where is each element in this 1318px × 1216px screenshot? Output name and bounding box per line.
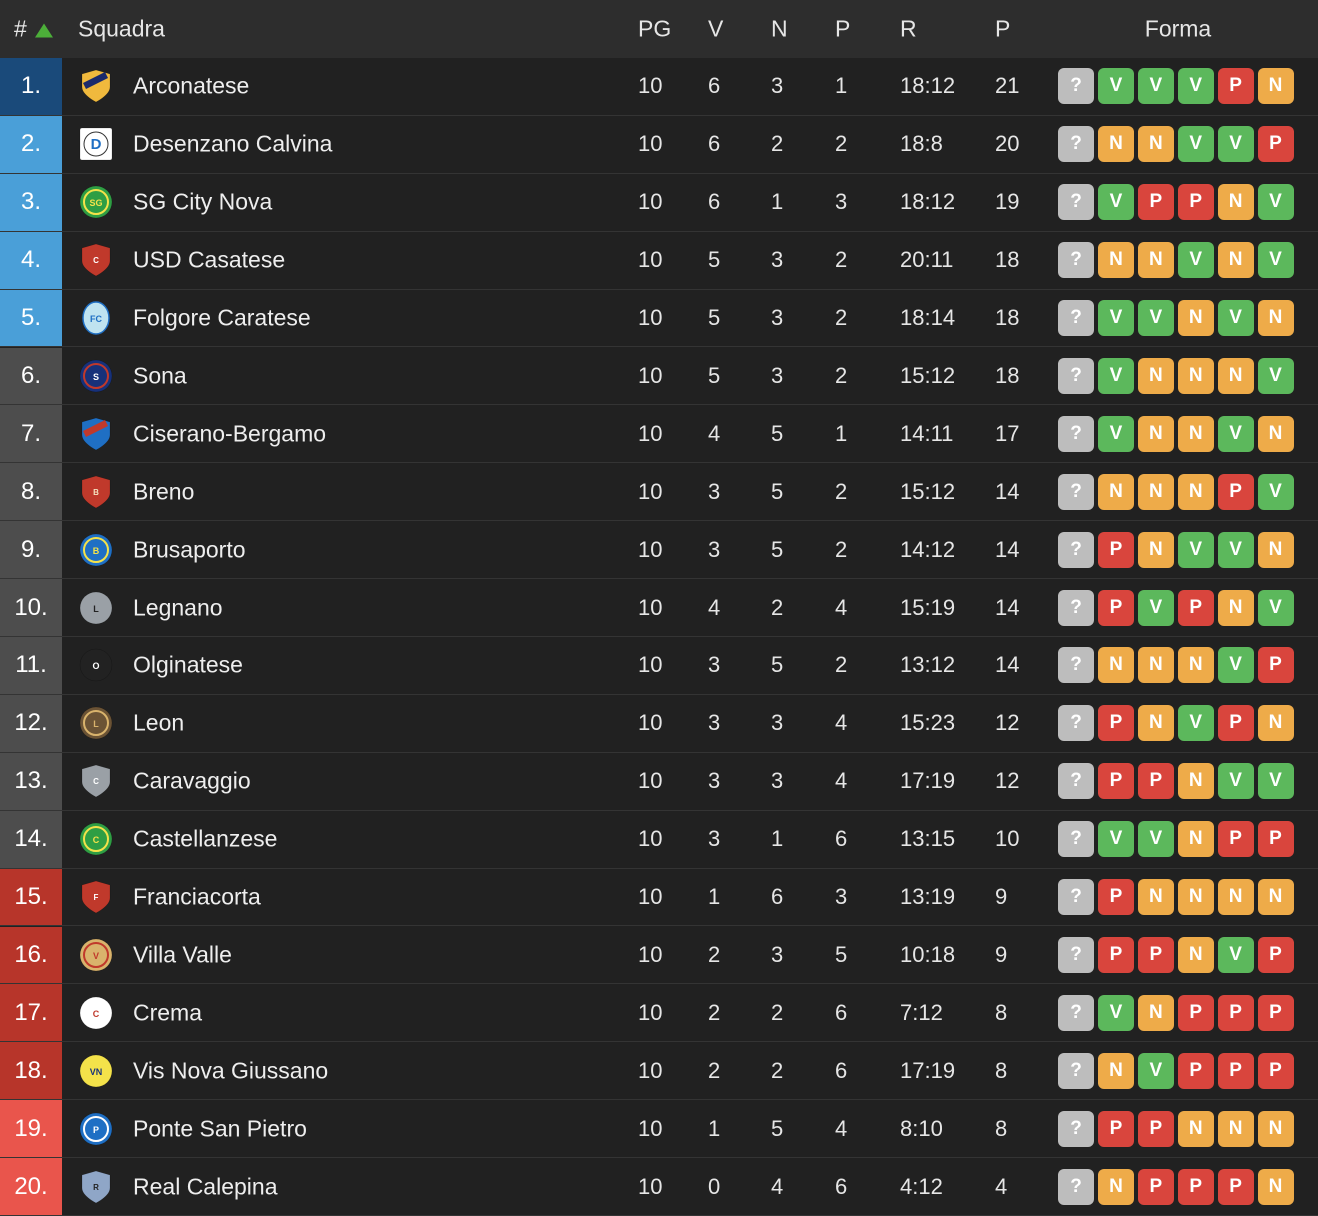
svg-text:V: V xyxy=(93,951,99,961)
svg-text:P: P xyxy=(93,1125,99,1135)
svg-text:C: C xyxy=(93,777,99,786)
svg-text:R: R xyxy=(93,1183,99,1192)
svg-text:F: F xyxy=(94,893,99,902)
svg-text:C: C xyxy=(93,835,100,845)
svg-text:FC: FC xyxy=(90,314,102,324)
svg-text:O: O xyxy=(92,661,99,671)
svg-text:L: L xyxy=(93,604,99,614)
svg-text:L: L xyxy=(93,719,99,729)
svg-text:C: C xyxy=(93,1009,100,1019)
svg-text:S: S xyxy=(93,372,99,382)
svg-text:D: D xyxy=(91,136,102,153)
svg-text:VN: VN xyxy=(90,1067,103,1077)
svg-text:C: C xyxy=(93,256,99,265)
svg-text:B: B xyxy=(93,488,99,497)
svg-text:SG: SG xyxy=(89,198,102,208)
svg-text:B: B xyxy=(93,546,100,556)
